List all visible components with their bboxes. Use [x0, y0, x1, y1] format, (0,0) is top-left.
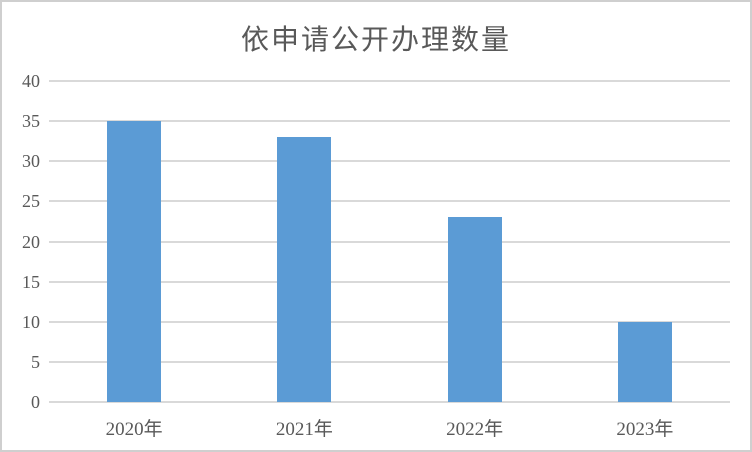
x-tick-label: 2021年: [275, 419, 333, 440]
y-tick-label: 40: [22, 71, 40, 91]
chart-title: 依申请公开办理数量: [240, 25, 511, 56]
gridline-y-40: [49, 80, 730, 82]
bar-2021年: [277, 137, 332, 402]
gridline-y-20: [49, 240, 730, 243]
plot-area: [49, 80, 730, 403]
x-tick-label: 2020年: [105, 419, 163, 440]
gridline-y-35: [49, 120, 730, 123]
y-tick-label: 15: [22, 271, 40, 292]
y-tick-label: 25: [22, 191, 40, 212]
bar-2023年: [617, 321, 672, 402]
gridline-y-5: [49, 360, 730, 363]
gridline-y-0: [49, 401, 730, 403]
y-tick-label: 5: [31, 351, 40, 372]
bar-2020年: [107, 121, 162, 402]
y-tick-label: 0: [31, 392, 40, 412]
gridline-y-15: [49, 280, 730, 283]
x-tick-label: 2023年: [616, 419, 674, 440]
y-tick-label: 30: [22, 151, 40, 172]
y-tick-label: 10: [22, 311, 40, 332]
y-tick-label: 20: [22, 231, 40, 252]
gridline-y-30: [49, 160, 730, 163]
bar-2022年: [447, 217, 502, 402]
x-tick-label: 2022年: [446, 419, 504, 440]
gridline-y-25: [49, 200, 730, 203]
gridline-y-10: [49, 320, 730, 323]
y-tick-label: 35: [22, 111, 40, 132]
